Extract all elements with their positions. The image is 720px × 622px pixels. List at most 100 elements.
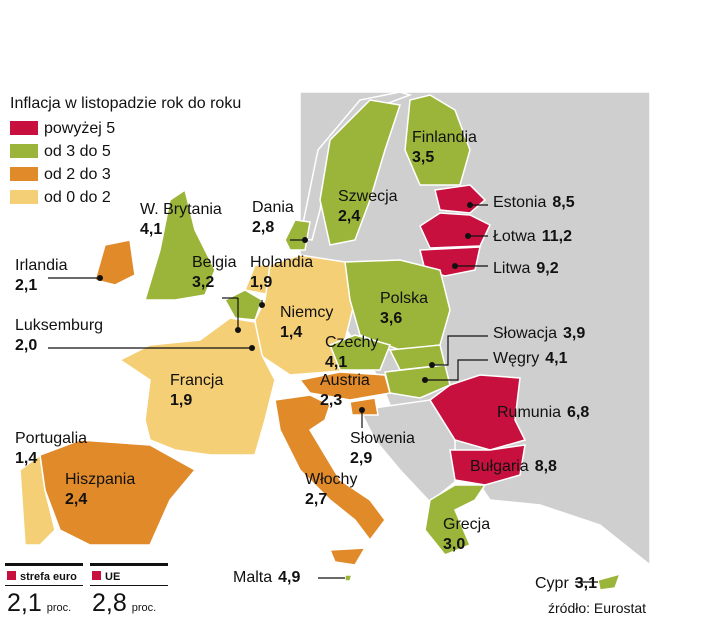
country-label: Portugalia 1,4 [15, 430, 87, 467]
country-value: 9,2 [536, 260, 558, 277]
country-value: 1,4 [280, 324, 302, 341]
country-value: 1,4 [15, 450, 37, 467]
country-name: W. Brytania [140, 201, 222, 218]
source: źródło: Eurostat [548, 600, 646, 616]
country-value: 4,1 [325, 354, 347, 371]
country-shape [424, 484, 487, 556]
country-label: Niemcy 1,4 [280, 304, 333, 341]
country-value: 3,1 [575, 575, 597, 592]
country-value: 8,5 [552, 194, 574, 211]
country-value: 2,3 [320, 392, 342, 409]
country-name: Holandia [250, 254, 313, 271]
summary-label: UE [105, 571, 120, 583]
country-name: Belgia [192, 254, 237, 271]
country-label: Rumunia 6,8 [497, 404, 589, 421]
country-label: Holandia 1,9 [250, 254, 313, 291]
dot [302, 237, 308, 243]
country-shape [597, 572, 622, 591]
country-value: 2,8 [252, 219, 274, 236]
country-name: Litwa [493, 260, 530, 277]
country-shape [404, 94, 471, 186]
country-value: 8,8 [535, 458, 557, 475]
legend-swatch [10, 190, 38, 204]
country-label: Litwa 9,2 [493, 260, 559, 277]
country-label: W. Brytania 4,1 [140, 201, 222, 238]
legend-swatch [10, 144, 38, 158]
legend-label: powyżej 5 [44, 120, 115, 137]
country-name: Hiszpania [65, 471, 135, 488]
country-label: Austria 2,3 [320, 372, 370, 409]
country-name: Portugalia [15, 430, 87, 447]
country-shape [319, 99, 401, 246]
country-shape [328, 547, 367, 566]
country-name: Niemcy [280, 304, 333, 321]
country-value: 1,9 [170, 392, 192, 409]
country-name: Węgry [493, 350, 539, 367]
dot [465, 233, 471, 239]
country-label: Francja 1,9 [170, 372, 223, 409]
country-value: 3,6 [380, 310, 402, 327]
legend-label: od 2 do 3 [44, 166, 111, 183]
country-value: 3,9 [563, 325, 585, 342]
summary-square [92, 571, 101, 580]
country-label: Szwecja 2,4 [338, 188, 398, 225]
summary-value: 2,1 proc. [7, 589, 71, 617]
country-shape [94, 239, 136, 286]
country-name: Austria [320, 372, 370, 389]
country-value: 3,5 [412, 149, 434, 166]
summary-unit: proc. [47, 602, 71, 614]
country-label: Belgia 3,2 [192, 254, 237, 291]
country-name: Włochy [305, 471, 357, 488]
country-value: 3,0 [443, 536, 465, 553]
country-shape [428, 374, 527, 451]
country-value: 6,8 [567, 404, 589, 421]
country-shape [39, 439, 197, 546]
country-name: Grecja [443, 516, 490, 533]
summary-label: strefa euro [20, 571, 77, 583]
dot [259, 302, 265, 308]
country-label: Słowacja 3,9 [493, 325, 585, 342]
legend-label: od 3 do 5 [44, 143, 111, 160]
dot [249, 345, 255, 351]
summary-number: 2,1 [7, 589, 42, 617]
country-name: Bułgaria [470, 458, 529, 475]
country-value: 3,2 [192, 274, 214, 291]
country-value: 2,4 [65, 491, 87, 508]
legend-swatch [10, 121, 38, 135]
summary-rule [5, 563, 83, 566]
country-name: Słowenia [350, 430, 415, 447]
summary-divider [5, 585, 83, 586]
leader-line [425, 359, 488, 381]
dot [467, 202, 473, 208]
country-label: Grecja 3,0 [443, 516, 490, 553]
dot [422, 377, 428, 383]
country-value: 2,4 [338, 208, 360, 225]
summary-value: 2,8 proc. [92, 589, 156, 617]
country-label: Słowenia 2,9 [350, 430, 415, 467]
dot [452, 263, 458, 269]
country-name: Polska [380, 290, 428, 307]
country-name: Szwecja [338, 188, 398, 205]
country-name: Luksemburg [15, 317, 103, 334]
country-label: Bułgaria 8,8 [470, 458, 557, 475]
country-value: 4,1 [545, 350, 567, 367]
country-label: Malta 4,9 [233, 569, 300, 586]
country-label: Węgry 4,1 [493, 350, 568, 367]
country-value: 2,9 [350, 450, 372, 467]
country-label: Czechy 4,1 [325, 334, 378, 371]
country-value: 2,0 [15, 337, 37, 354]
leader-line [432, 335, 488, 366]
country-name: Słowacja [493, 325, 557, 342]
country-label: Włochy 2,7 [305, 471, 357, 508]
country-shape [143, 188, 216, 301]
country-label: Polska 3,6 [380, 290, 428, 327]
country-value: 4,1 [140, 221, 162, 238]
dot [359, 407, 365, 413]
country-shape [284, 219, 311, 251]
country-name: Czechy [325, 334, 378, 351]
country-name: Rumunia [497, 404, 561, 421]
country-value: 2,7 [305, 491, 327, 508]
country-label: Finlandia 3,5 [412, 129, 477, 166]
country-label: Estonia 8,5 [493, 194, 575, 211]
